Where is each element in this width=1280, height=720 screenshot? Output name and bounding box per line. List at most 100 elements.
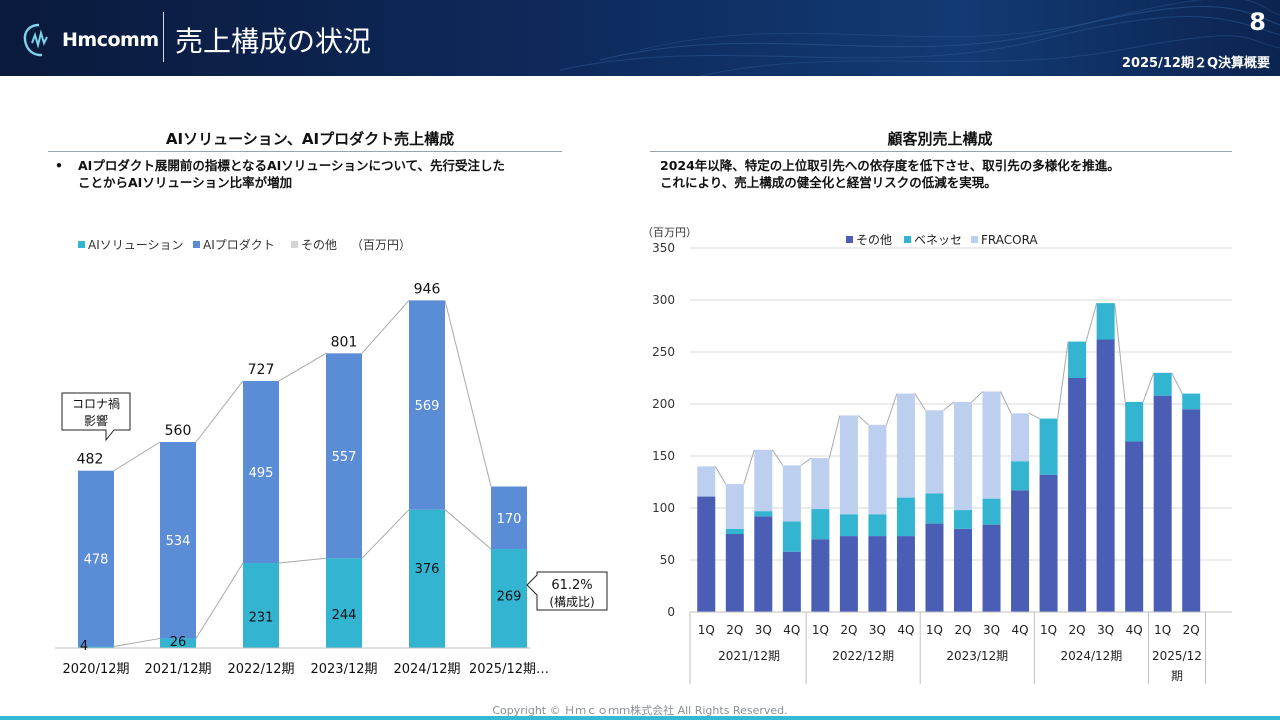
y-tick-label: 300 — [652, 293, 675, 307]
bar-other — [925, 523, 944, 612]
bar-benesse — [1011, 461, 1030, 491]
connector-top — [1085, 302, 1098, 342]
year-group-label-line2: 期 — [1171, 669, 1183, 683]
connector-solution — [278, 557, 327, 564]
connector-total — [444, 300, 492, 487]
quarter-label: 1Q — [1040, 623, 1057, 637]
page-number: 8 — [1249, 8, 1266, 36]
quarter-label: 2Q — [726, 623, 743, 637]
legend-swatch-2 — [971, 236, 978, 243]
y-tick-label: 150 — [652, 449, 675, 463]
callout-covid-line2: 影響 — [84, 413, 108, 428]
connector-solution — [444, 509, 492, 550]
legend-label-0: AIソリューション — [88, 238, 184, 252]
bar-fracora — [754, 449, 773, 512]
bar-benesse — [954, 510, 972, 529]
connector-top — [771, 449, 784, 466]
bar-benesse — [868, 514, 887, 537]
y-tick-label: 250 — [652, 345, 675, 359]
connector-top — [828, 415, 841, 459]
left-bullet-line2: ことからAIソリューション比率が増加 — [78, 175, 293, 190]
bar-fracora — [839, 415, 858, 515]
quarter-label: 3Q — [1097, 623, 1114, 637]
bar-benesse — [1125, 401, 1144, 442]
category-label: 2021/12期 — [144, 662, 211, 677]
year-group-label: 2023/12期 — [946, 649, 1008, 663]
category-label: 2025/12期… — [469, 662, 549, 677]
bar-other — [811, 539, 830, 612]
category-label: 2020/12期 — [62, 662, 129, 677]
callout-covid-box — [61, 392, 131, 442]
bar-fracora — [896, 393, 915, 498]
quarter-label: 4Q — [1126, 623, 1143, 637]
data-label-product: 170 — [497, 512, 522, 527]
quarter-label: 4Q — [897, 623, 914, 637]
bar-fracora — [925, 410, 944, 494]
bar-benesse — [982, 498, 1001, 525]
connector-solution — [195, 562, 244, 639]
bar-solution — [243, 563, 279, 648]
bar-fracora — [1011, 413, 1030, 462]
data-label-solution: 231 — [249, 611, 274, 626]
connector-solution — [361, 509, 410, 559]
bar-fracora — [982, 391, 1001, 499]
y-tick-label: 350 — [652, 241, 675, 255]
right-desc-line2: これにより、売上構成の健全化と経営リスクの低減を実現。 — [660, 175, 997, 190]
quarter-label: 4Q — [1012, 623, 1029, 637]
bar-other — [1182, 409, 1201, 612]
legend-swatch-1 — [904, 236, 911, 243]
bar-fracora — [725, 484, 744, 529]
bar-benesse — [1039, 418, 1058, 475]
bar-benesse — [754, 511, 773, 517]
data-label-product: 478 — [84, 553, 109, 568]
bar-benesse — [1096, 303, 1115, 340]
bar-product — [409, 300, 445, 510]
bar-other — [1039, 474, 1058, 612]
connector-top — [800, 457, 812, 466]
bar-benesse — [925, 493, 944, 524]
bar-fracora — [811, 458, 830, 510]
connector-total — [113, 441, 161, 472]
bar-solution — [78, 646, 114, 648]
category-label: 2023/12期 — [310, 662, 377, 677]
callout-ratio-line2: (構成比) — [549, 595, 594, 609]
bar-solution — [326, 558, 362, 648]
quarter-label: 1Q — [812, 623, 829, 637]
connector-top — [1142, 372, 1155, 403]
footer-accent-bar — [0, 716, 1280, 720]
legend-label-2: FRACORA — [981, 233, 1038, 247]
y-tick-label: 50 — [660, 553, 675, 567]
data-label-product: 534 — [166, 534, 191, 549]
callout-covid-line1: コロナ禍 — [72, 396, 120, 411]
bar-other — [954, 528, 972, 612]
quarter-label: 3Q — [869, 623, 886, 637]
page-title: 売上構成の状況 — [175, 25, 372, 58]
solution-product-chart: AIソリューション AIプロダクト その他 （百万円） 478 4 482 2020/12期 5… — [55, 237, 608, 677]
data-label-product: 557 — [332, 450, 357, 465]
connector-top — [1114, 303, 1126, 402]
quarter-label: 2Q — [1069, 623, 1086, 637]
connector-top — [743, 449, 755, 485]
legend-label-0: その他 — [856, 233, 892, 247]
bar-benesse — [1153, 372, 1172, 396]
bar-fracora — [697, 466, 716, 497]
left-bullet-line1: AIプロダクト展開前の指標となるAIソリューションについて、先行受注した — [78, 158, 506, 173]
bar-other — [1153, 395, 1172, 612]
right-desc-line1: 2024年以降、特定の上位取引先への依存度を低下させ、取引先の多様化を推進。 — [660, 158, 1120, 173]
bar-benesse — [1182, 393, 1201, 410]
bar-product — [78, 470, 114, 647]
bar-other — [982, 524, 1001, 612]
left-section-title: AIソリューション、AIプロダクト売上構成 — [165, 130, 455, 148]
data-label-solution: 269 — [497, 590, 522, 605]
y-tick-label: 200 — [652, 397, 675, 411]
bar-fracora — [782, 465, 801, 522]
quarter-label: 3Q — [755, 623, 772, 637]
y-tick-label: 0 — [667, 605, 675, 619]
logo-text: Hmcomm — [62, 29, 159, 51]
legend-swatch-0 — [846, 236, 853, 243]
connector-top — [714, 466, 727, 485]
bar-other — [697, 496, 716, 612]
legend-swatch-0 — [78, 241, 85, 248]
bar-other — [896, 536, 915, 612]
company-logo: Hmcomm — [20, 20, 159, 60]
